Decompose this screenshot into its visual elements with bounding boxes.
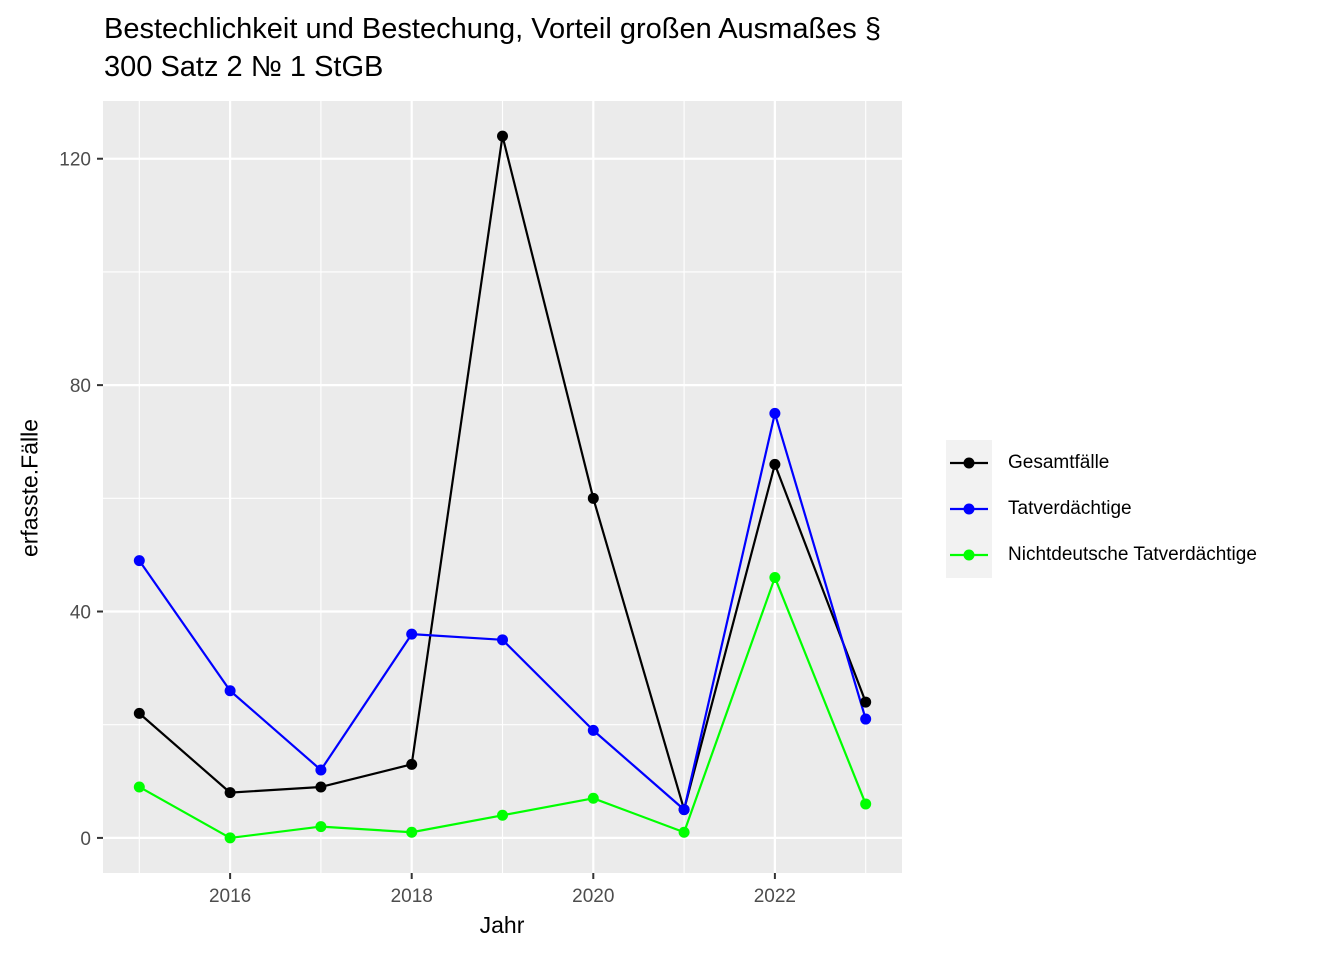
series-3-point bbox=[769, 572, 781, 584]
series-3-point bbox=[860, 798, 872, 810]
y-tick-label: 120 bbox=[59, 150, 91, 171]
x-tick-label: 2022 bbox=[754, 886, 796, 907]
series-2-point bbox=[678, 804, 690, 816]
series-3-point bbox=[497, 809, 508, 821]
series-1-point bbox=[587, 492, 599, 504]
y-axis-label: erfasste.Fälle bbox=[16, 418, 43, 558]
legend-key-point bbox=[963, 549, 975, 561]
series-2-point bbox=[769, 407, 781, 419]
x-tick-label: 2016 bbox=[209, 886, 251, 907]
legend-label: Tatverdächtige bbox=[1008, 498, 1132, 519]
chart-title: Bestechlichkeit und Bestechung, Vorteil … bbox=[104, 13, 881, 83]
series-2-point bbox=[315, 764, 327, 776]
series-1-point bbox=[315, 781, 327, 793]
y-tick-label: 80 bbox=[70, 376, 91, 397]
series-1-point bbox=[769, 458, 781, 470]
series-3-point bbox=[315, 821, 327, 833]
series-3-point bbox=[224, 832, 236, 844]
series-1-point bbox=[224, 787, 236, 799]
series-3-point bbox=[587, 792, 599, 804]
legend-key-point bbox=[963, 457, 975, 469]
series-3-point bbox=[678, 826, 690, 838]
series-3-point bbox=[133, 781, 145, 793]
legend-label: Nichtdeutsche Tatverdächtige bbox=[1008, 544, 1257, 565]
series-2-point bbox=[860, 713, 872, 725]
y-tick-label: 0 bbox=[80, 829, 91, 850]
series-1-point bbox=[497, 130, 508, 142]
x-tick-label: 2018 bbox=[391, 886, 433, 907]
legend-key-point bbox=[963, 503, 975, 515]
series-1-point bbox=[860, 696, 872, 708]
series-2-point bbox=[497, 634, 508, 646]
series-1-point bbox=[406, 758, 418, 770]
series-2-point bbox=[133, 555, 145, 567]
series-2-point bbox=[587, 724, 599, 736]
legend-label: Gesamtfälle bbox=[1008, 452, 1110, 473]
series-2-point bbox=[224, 685, 236, 697]
series-2-point bbox=[406, 628, 418, 640]
series-1-point bbox=[133, 707, 145, 719]
x-axis-label: Jahr bbox=[479, 912, 525, 938]
series-3-point bbox=[406, 826, 418, 838]
x-tick-label: 2020 bbox=[572, 886, 614, 907]
legend bbox=[946, 440, 992, 578]
y-tick-label: 40 bbox=[70, 603, 91, 624]
